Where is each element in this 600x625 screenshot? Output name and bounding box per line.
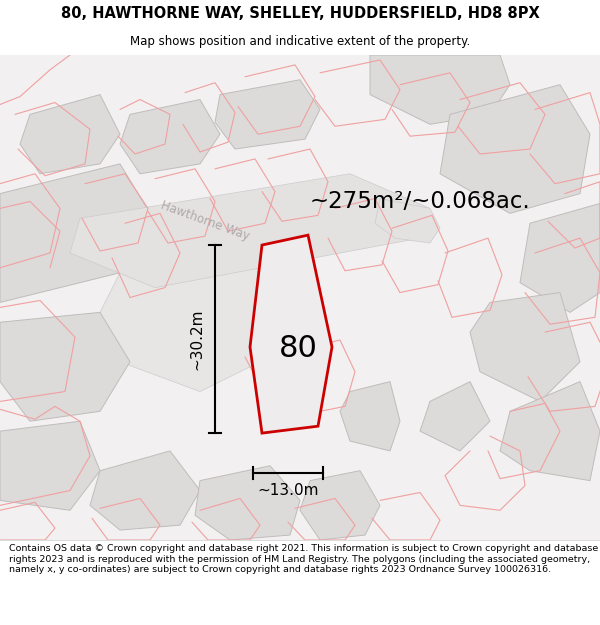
Text: Contains OS data © Crown copyright and database right 2021. This information is : Contains OS data © Crown copyright and d… xyxy=(9,544,598,574)
Text: Map shows position and indicative extent of the property.: Map shows position and indicative extent… xyxy=(130,35,470,48)
Polygon shape xyxy=(470,292,580,401)
Text: 80, HAWTHORNE WAY, SHELLEY, HUDDERSFIELD, HD8 8PX: 80, HAWTHORNE WAY, SHELLEY, HUDDERSFIELD… xyxy=(61,6,539,21)
Polygon shape xyxy=(440,85,590,213)
Polygon shape xyxy=(340,382,400,451)
Polygon shape xyxy=(250,235,332,433)
Polygon shape xyxy=(520,204,600,312)
Polygon shape xyxy=(0,421,100,510)
Text: Hawthorne Way: Hawthorne Way xyxy=(159,199,251,243)
Polygon shape xyxy=(420,382,490,451)
Polygon shape xyxy=(195,466,300,540)
Text: ~13.0m: ~13.0m xyxy=(257,483,319,498)
Polygon shape xyxy=(0,164,150,302)
Polygon shape xyxy=(70,174,430,288)
Polygon shape xyxy=(90,451,200,530)
Polygon shape xyxy=(300,471,380,540)
Text: 80: 80 xyxy=(279,334,318,363)
Polygon shape xyxy=(500,382,600,481)
Text: ~30.2m: ~30.2m xyxy=(190,308,205,370)
Text: ~275m²/~0.068ac.: ~275m²/~0.068ac. xyxy=(310,190,531,213)
Polygon shape xyxy=(0,312,130,421)
Polygon shape xyxy=(120,99,220,174)
Polygon shape xyxy=(20,94,120,174)
Polygon shape xyxy=(215,80,320,149)
Polygon shape xyxy=(375,199,440,243)
Polygon shape xyxy=(370,55,510,124)
Polygon shape xyxy=(100,223,280,391)
